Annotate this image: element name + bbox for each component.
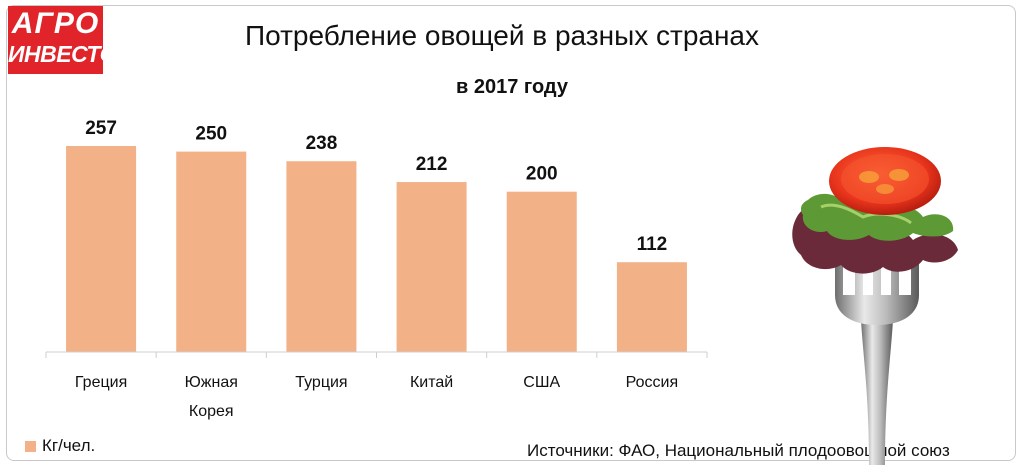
- category-label: Корея: [189, 403, 234, 420]
- data-label: 257: [85, 118, 117, 139]
- logo-line-1: АГРО: [11, 7, 100, 40]
- bar: [176, 151, 247, 352]
- bar: [616, 262, 687, 352]
- data-label: 200: [526, 164, 558, 185]
- chart-frame: [6, 5, 1016, 461]
- category-label: Китай: [410, 374, 453, 391]
- chart-title-text: Потребление овощей в разных странах: [245, 20, 759, 51]
- bar: [66, 146, 137, 352]
- category-label: Россия: [626, 374, 678, 391]
- bar: [506, 191, 577, 352]
- bar-chart: 257 Греция 250 Южная Корея 238 Турция 212 Китай 2…: [45, 118, 708, 420]
- chart-title: Потребление овощей в разных странах: [0, 20, 1024, 52]
- source-note: Источники: ФАО, Национальный плодоовощно…: [527, 441, 950, 460]
- data-label: 112: [637, 234, 668, 255]
- data-label: 238: [306, 133, 338, 154]
- legend-label: Кг/чел.: [42, 436, 96, 455]
- bar: [286, 161, 357, 352]
- chart-subtitle-text: в 2017 году: [456, 76, 568, 98]
- category-label: США: [523, 374, 560, 391]
- chart-subtitle: в 2017 году: [0, 76, 1024, 99]
- legend-swatch: [25, 440, 36, 452]
- data-label: 212: [416, 154, 448, 175]
- data-label: 250: [195, 124, 227, 145]
- fork-with-salad-and-tomato-icon: [792, 147, 958, 465]
- category-label: Турция: [295, 374, 347, 391]
- bar: [396, 182, 467, 352]
- category-label: Греция: [75, 374, 127, 391]
- category-label: Южная: [185, 374, 238, 391]
- legend: Кг/чел.: [25, 436, 95, 456]
